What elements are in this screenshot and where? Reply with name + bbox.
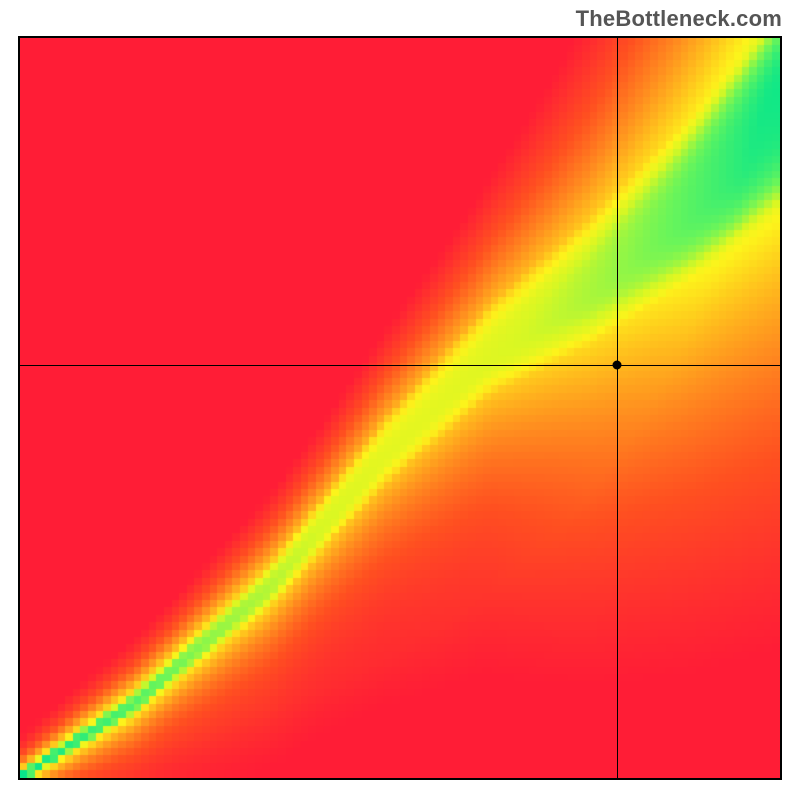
watermark-text: TheBottleneck.com — [576, 6, 782, 32]
plot-frame — [18, 36, 782, 780]
bottleneck-heatmap — [20, 38, 780, 778]
chart-container: TheBottleneck.com — [0, 0, 800, 800]
